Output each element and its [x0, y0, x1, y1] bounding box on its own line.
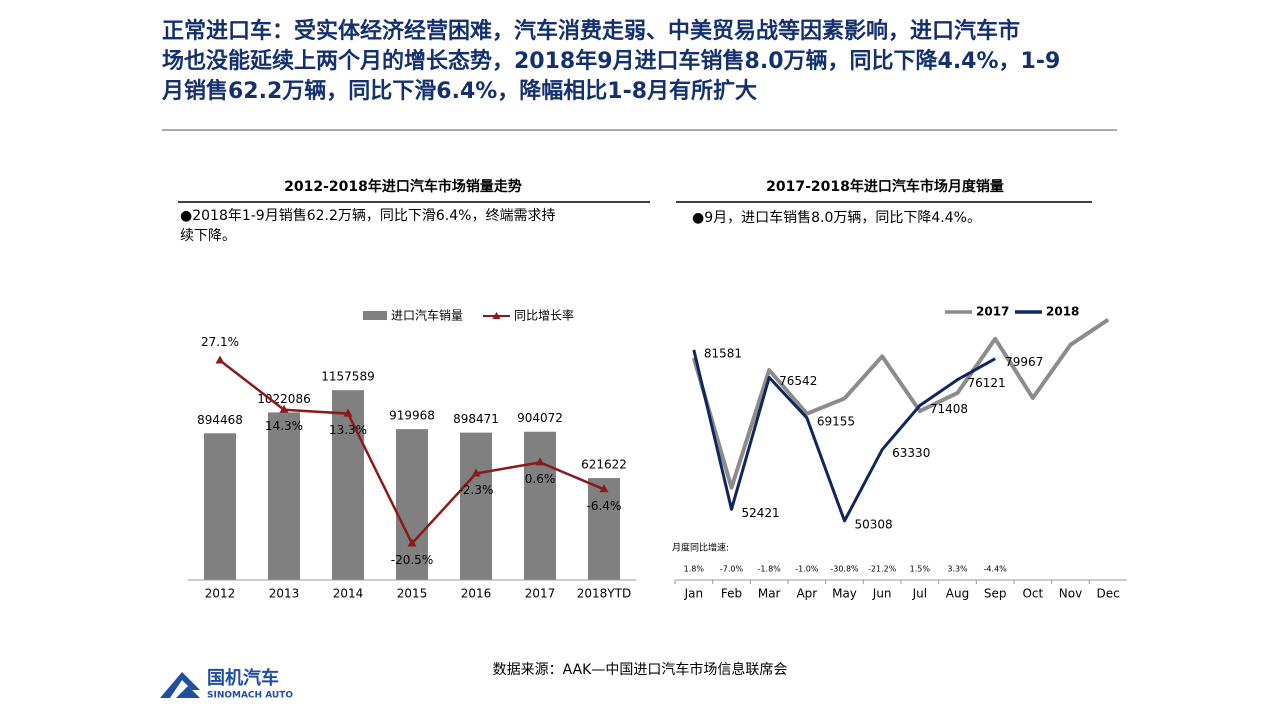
growth-label: -2.3%: [459, 483, 494, 497]
bullet-note: ●9月，进口车销售8.0万辆，同比下降4.4%。: [692, 209, 981, 226]
growth-marker: [279, 404, 289, 413]
x-tick-label: 2014: [333, 587, 364, 601]
x-tick-label: 2015: [397, 587, 428, 601]
bar: [204, 433, 236, 580]
point-label: 76542: [779, 374, 817, 388]
bar: [268, 412, 300, 580]
yoy-label: 3.3%: [947, 565, 968, 574]
growth-label: 13.3%: [329, 423, 367, 437]
x-tick-label: 2012: [205, 587, 236, 601]
chart-title: 2012-2018年进口汽车市场销量走势: [284, 178, 522, 195]
header-line: 正常进口车：受实体经济经营困难，汽车消费走弱、中美贸易战等因素影响，进口汽车市: [162, 18, 1020, 44]
bar: [524, 431, 556, 580]
point-label: 71408: [930, 402, 968, 416]
yoy-title: 月度同比增速:: [672, 542, 729, 554]
logo-subname: SINOMACH AUTO: [207, 691, 293, 701]
yoy-label: -21.2%: [868, 565, 897, 574]
legend-label: 进口汽车销量: [391, 308, 463, 323]
bar-label: 894468: [197, 413, 243, 427]
yoy-label: -1.8%: [758, 565, 782, 574]
point-label: 52421: [742, 506, 780, 520]
growth-marker: [471, 468, 481, 477]
yoy-label: 1.5%: [910, 565, 931, 574]
growth-label: 0.6%: [525, 472, 556, 486]
growth-marker: [535, 457, 545, 466]
chart-title: 2017-2018年进口汽车市场月度销量: [766, 178, 1004, 195]
bar-label: 1022086: [257, 392, 310, 406]
point-label: 63330: [892, 446, 930, 460]
header-line: 月销售62.2万辆，同比下滑6.4%，降幅相比1-8月有所扩大: [161, 78, 757, 104]
x-tick-label: 2013: [269, 587, 300, 601]
point-label: 81581: [704, 346, 742, 360]
legend-marker: [492, 312, 501, 319]
header-line: 场也没能延续上两个月的增长态势，2018年9月进口车销售8.0万辆，同比下降4.…: [162, 48, 1060, 74]
growth-label: -20.5%: [391, 553, 433, 567]
point-label: 79967: [1005, 355, 1043, 369]
yoy-label: 1.8%: [684, 565, 705, 574]
bar-label: 898471: [453, 412, 499, 426]
bar: [332, 390, 364, 580]
legend-label: 2018: [1046, 305, 1079, 319]
x-tick-label: 2016: [461, 587, 492, 601]
growth-label: 14.3%: [265, 419, 303, 433]
point-label: 76121: [968, 376, 1006, 390]
logo-name: 国机汽车: [207, 667, 279, 689]
point-label: 50308: [855, 517, 893, 531]
x-tick-label: Jan: [684, 587, 704, 601]
x-tick-label: Oct: [1022, 587, 1043, 601]
yoy-label: -4.4%: [984, 565, 1008, 574]
bar: [588, 478, 620, 580]
x-tick-label: 2018YTD: [577, 587, 631, 601]
growth-label: 27.1%: [201, 335, 239, 349]
bar: [460, 432, 492, 580]
x-tick-label: May: [832, 587, 857, 601]
x-tick-label: 2017: [525, 587, 556, 601]
point-label: 69155: [817, 414, 855, 428]
x-tick-label: Dec: [1097, 587, 1120, 601]
growth-marker: [343, 408, 353, 417]
yoy-label: -30.8%: [830, 565, 859, 574]
series-line: [692, 349, 996, 523]
bar-label: 919968: [389, 409, 435, 423]
bar-label: 1157589: [321, 370, 374, 384]
legend-swatch: [363, 311, 387, 320]
x-tick-label: Feb: [721, 587, 742, 601]
logo: 国机汽车 SINOMACH AUTO: [160, 667, 293, 701]
legend-label: 同比增长率: [514, 308, 574, 323]
bar: [396, 429, 428, 580]
x-tick-label: Jul: [912, 587, 927, 601]
x-tick-label: Sep: [984, 587, 1007, 601]
x-tick-label: Apr: [796, 587, 817, 601]
series-line: [691, 318, 1110, 490]
x-tick-label: Jun: [872, 587, 892, 601]
growth-marker: [407, 538, 417, 547]
source: 数据来源：AAK—中国进口汽车市场信息联席会: [493, 661, 788, 678]
x-tick-label: Aug: [946, 587, 969, 601]
x-tick-label: Mar: [758, 587, 781, 601]
x-tick-label: Nov: [1059, 587, 1082, 601]
growth-marker: [215, 355, 225, 364]
yoy-label: -1.0%: [795, 565, 819, 574]
bar-label: 621622: [581, 458, 627, 472]
legend-label: 2017: [976, 305, 1009, 319]
bullet-note: ●2018年1-9月销售62.2万辆，同比下滑6.4%，终端需求持续下降。: [180, 207, 555, 244]
growth-marker: [599, 484, 609, 493]
yoy-label: -7.0%: [720, 565, 744, 574]
bar-label: 904072: [517, 411, 563, 425]
growth-label: -6.4%: [587, 499, 622, 513]
